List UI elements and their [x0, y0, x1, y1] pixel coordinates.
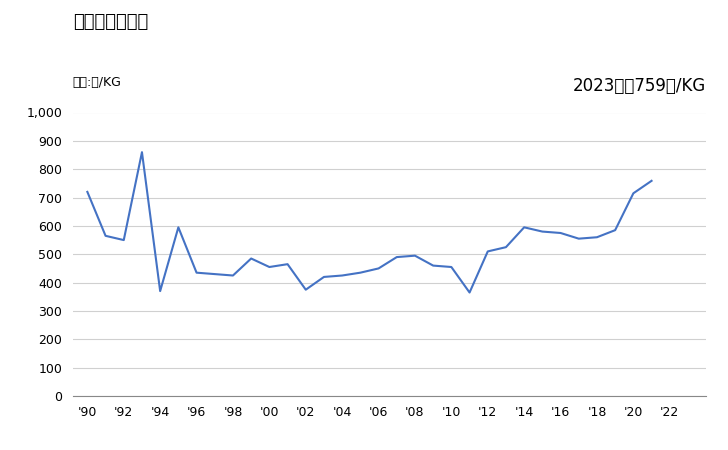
Text: 単位:円/KG: 単位:円/KG: [73, 76, 122, 90]
Text: 2023年：759円/KG: 2023年：759円/KG: [573, 76, 706, 94]
Text: 輸出価格の推移: 輸出価格の推移: [73, 14, 148, 32]
